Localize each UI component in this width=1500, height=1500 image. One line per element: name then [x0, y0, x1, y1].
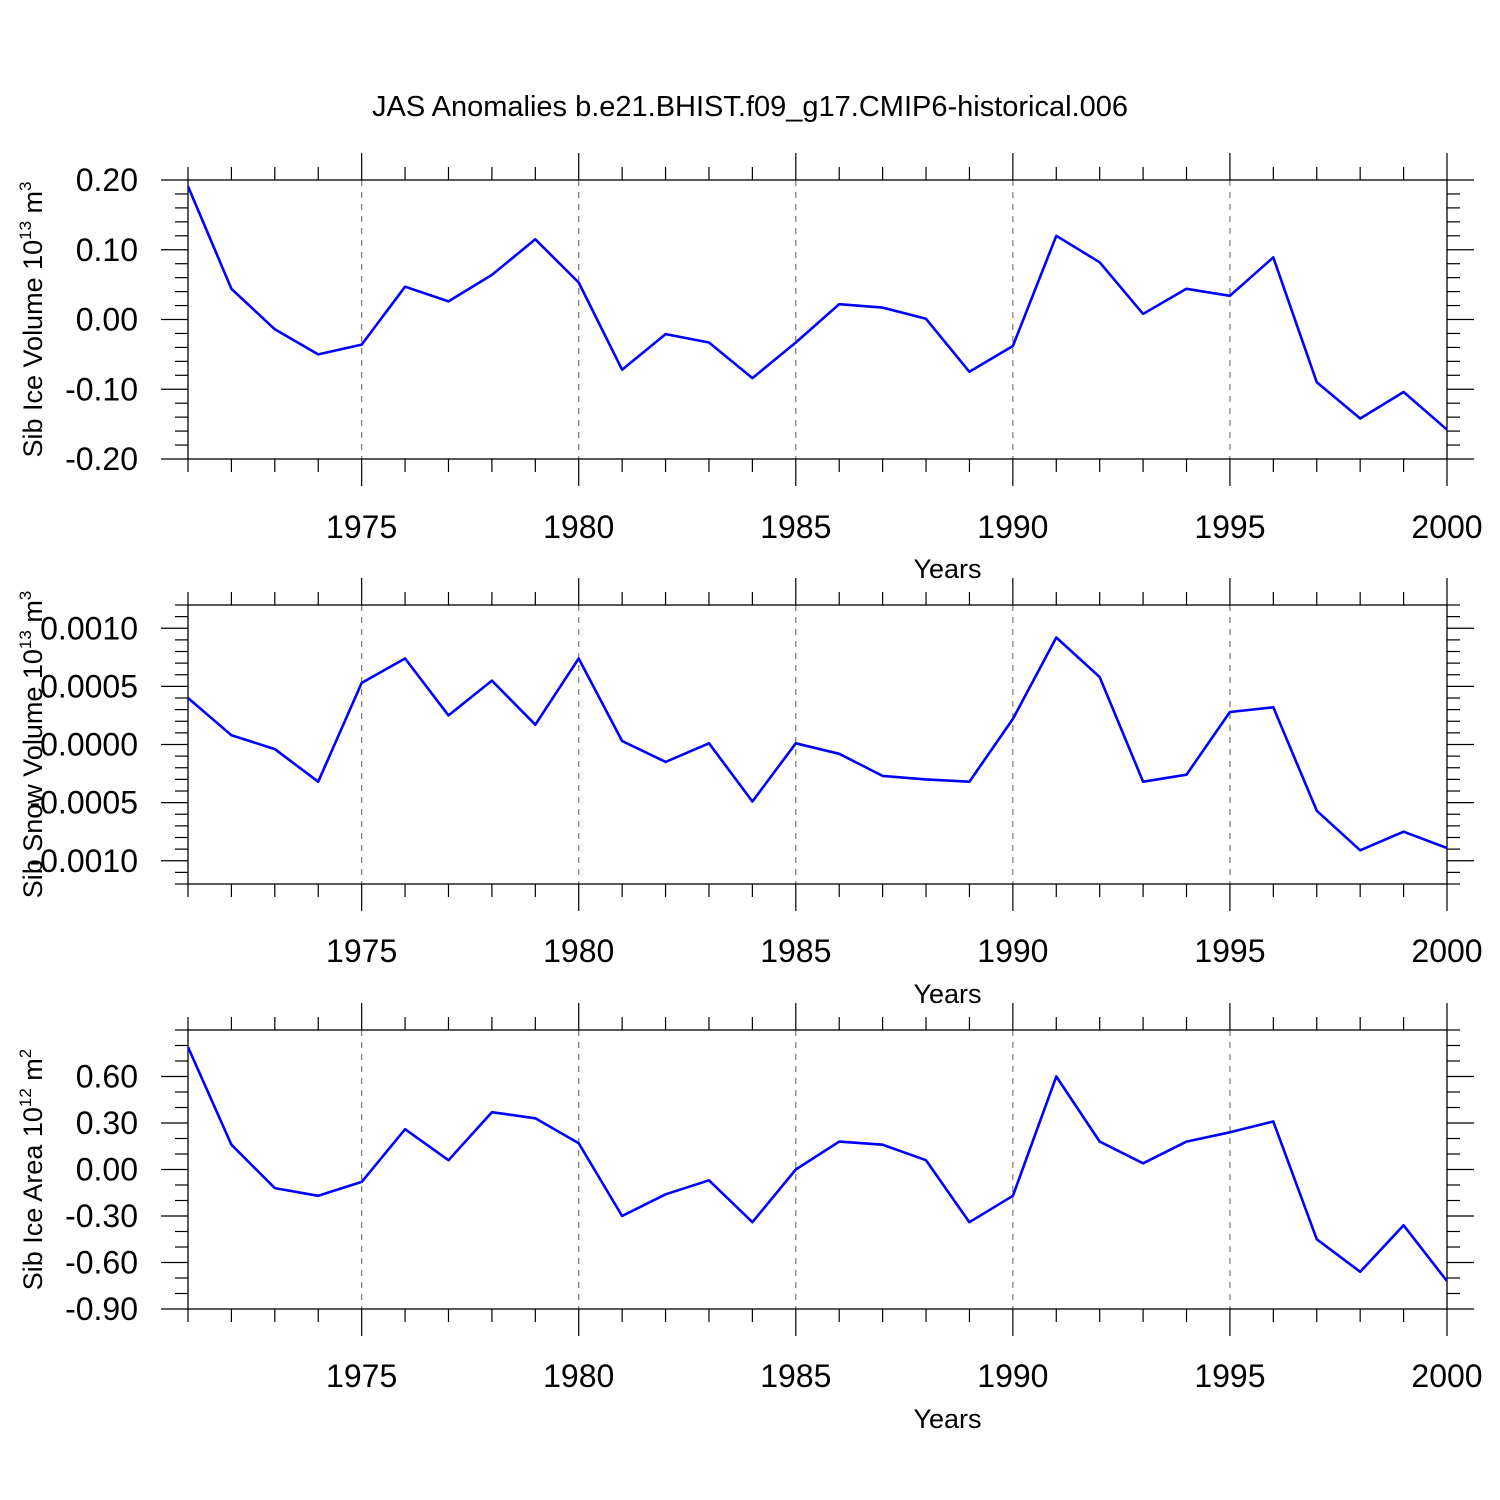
y-tick-label: 0.30 [76, 1105, 138, 1141]
figure-title: JAS Anomalies b.e21.BHIST.f09_g17.CMIP6-… [372, 91, 1128, 123]
y-tick-label: 0.0005 [40, 668, 138, 704]
panels: 1975 1980 1985 1990 1995 2000 0.20 0.10 0.00 -0.1… [16, 153, 1483, 1434]
y-axis-title-superscript: 13 [16, 630, 35, 649]
y-tick-label: 0.00 [76, 302, 138, 338]
y-axis-title: Sib Ice Volume 1013 m3 [16, 181, 48, 457]
y-axis-title-superscript: 3 [16, 591, 35, 600]
x-tick-label: 1985 [760, 933, 831, 969]
x-tick-label: 1975 [326, 1358, 397, 1394]
x-tick-label: 1980 [543, 933, 614, 969]
x-tick-label: 1990 [977, 933, 1048, 969]
x-axis-title: Years [913, 979, 981, 1009]
y-tick-label: -0.30 [65, 1198, 138, 1234]
y-axis-title: Sib Snow Volume 1013 m3 [16, 591, 48, 899]
x-tick-label: 2000 [1411, 933, 1482, 969]
y-axis-title: Sib Ice Area 1012 m2 [16, 1049, 48, 1291]
x-tick-label: 2000 [1411, 1358, 1482, 1394]
y-tick-label: -0.10 [65, 371, 138, 407]
x-tick-label: 1975 [326, 509, 397, 545]
y-tick-label: -0.90 [65, 1291, 138, 1327]
y-tick-label: -0.20 [65, 441, 138, 477]
x-axis-title: Years [913, 1404, 981, 1434]
x-tick-label: 1995 [1194, 509, 1265, 545]
series-line [188, 185, 1447, 431]
y-axis-title-part: Sib Ice Area 10 [18, 1107, 48, 1290]
y-tick-label: -0.0005 [29, 785, 138, 821]
series-line [188, 636, 1447, 852]
x-tick-label: 2000 [1411, 509, 1482, 545]
series-line [188, 1046, 1447, 1282]
x-tick-label: 1990 [977, 1358, 1048, 1394]
y-axis-title-part: m [18, 1058, 48, 1088]
y-tick-label: -0.0010 [29, 843, 138, 879]
x-axis-title: Years [913, 554, 981, 584]
x-tick-label: 1990 [977, 509, 1048, 545]
chart-panel-2: 1975 1980 1985 1990 1995 2000 0.0010 0.0005 0.00… [16, 578, 1483, 1009]
y-axis-title-part: m [18, 600, 48, 630]
y-axis-title-superscript: 12 [16, 1088, 35, 1107]
x-tick-label: 1985 [760, 1358, 831, 1394]
y-axis-title-superscript: 13 [16, 221, 35, 240]
y-tick-label: 0.0000 [40, 727, 138, 763]
x-tick-label: 1980 [543, 509, 614, 545]
x-tick-label: 1980 [543, 1358, 614, 1394]
y-axis-title-part: m [18, 191, 48, 221]
x-tick-label: 1975 [326, 933, 397, 969]
x-tick-label: 1995 [1194, 1358, 1265, 1394]
y-axis-title-superscript: 2 [16, 1049, 35, 1058]
x-tick-label: 1985 [760, 509, 831, 545]
x-tick-label: 1995 [1194, 933, 1265, 969]
y-tick-label: -0.60 [65, 1245, 138, 1281]
y-tick-label: 0.00 [76, 1152, 138, 1188]
chart-panel-1: 1975 1980 1985 1990 1995 2000 0.20 0.10 0.00 -0.1… [16, 153, 1483, 584]
y-tick-label: 0.20 [76, 162, 138, 198]
y-axis-title-part: Sib Snow Volume 10 [18, 649, 48, 898]
y-tick-label: 0.0010 [40, 610, 138, 646]
y-tick-label: 0.10 [76, 232, 138, 268]
y-axis-title-superscript: 3 [16, 181, 35, 190]
y-axis-title-part: Sib Ice Volume 10 [18, 240, 48, 458]
chart-panel-3: 1975 1980 1985 1990 1995 2000 0.60 0.30 0.00 -0.3… [16, 1003, 1483, 1434]
y-tick-label: 0.60 [76, 1059, 138, 1095]
